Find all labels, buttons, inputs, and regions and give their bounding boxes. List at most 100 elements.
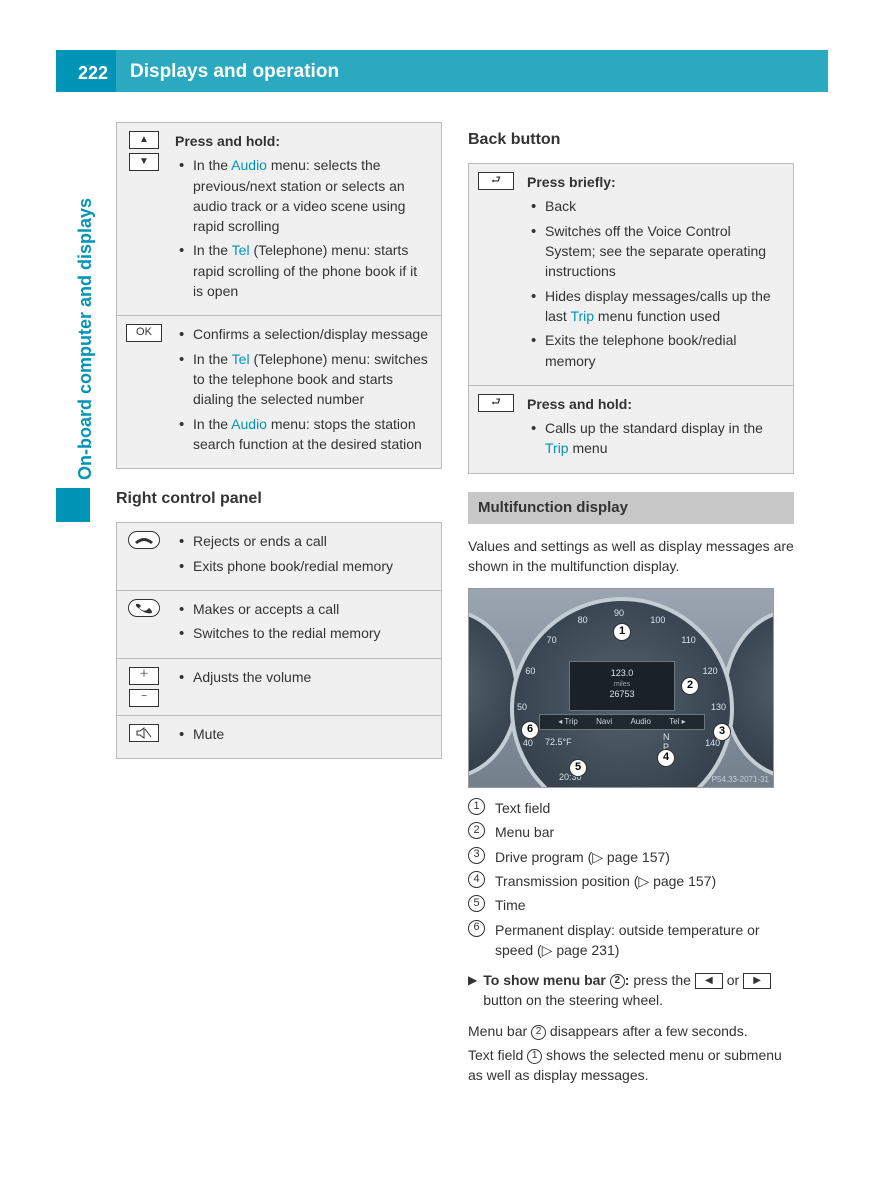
speed-tick: 80 <box>578 614 588 627</box>
instr-lead: To show menu bar <box>483 972 610 988</box>
end-call-icon <box>128 531 160 549</box>
control-row: Mute <box>117 716 441 758</box>
page-title: Displays and operation <box>116 50 828 92</box>
row-lead: Press and hold: <box>175 131 431 151</box>
callout-4: 4 <box>657 749 675 767</box>
header-bar: 222 Displays and operation <box>56 50 828 92</box>
legend-text: Permanent display: outside temperature o… <box>495 920 794 961</box>
control-icon-cell: ▲▼ <box>117 123 171 315</box>
speed-tick: 70 <box>547 634 557 647</box>
side-tab-label: On-board computer and displays <box>72 198 98 480</box>
row-lead: Press and hold: <box>527 394 783 414</box>
instr-ref-2: 2 <box>610 974 625 989</box>
legend-text: Text field <box>495 798 550 818</box>
up-arrow-icon: ▲ <box>129 131 159 149</box>
speed-tick: 100 <box>650 614 665 627</box>
legend-row: 4 Transmission position (▷ page 157) <box>468 871 794 891</box>
accept-call-icon <box>128 599 160 617</box>
back-button-icon: ⮐ <box>478 394 514 412</box>
callout-2: 2 <box>681 677 699 695</box>
speed-tick: 40 <box>523 737 533 750</box>
speed-tick: 60 <box>525 665 535 678</box>
legend-num: 5 <box>468 895 485 912</box>
legend-text: Transmission position (▷ page 157) <box>495 871 716 891</box>
volume-up-icon: ＋ <box>129 667 159 685</box>
left-arrow-button: ◀ <box>695 973 723 989</box>
callout-1: 1 <box>613 623 631 641</box>
right-control-panel-table: Rejects or ends a callExits phone book/r… <box>116 522 442 758</box>
volume-down-icon: − <box>129 689 159 707</box>
side-tab-marker <box>56 488 90 522</box>
left-upper-table: ▲▼Press and hold:In the Audio menu: sele… <box>116 122 442 469</box>
legend-text: Time <box>495 895 526 915</box>
instr-end: button on the steering wheel. <box>483 992 663 1008</box>
legend-num: 6 <box>468 920 485 937</box>
callout-5: 5 <box>569 759 587 777</box>
para-menubar-disappears: Menu bar 2 disappears after a few second… <box>468 1021 794 1041</box>
ok-button-icon: OK <box>126 324 162 342</box>
figure-odo: 123.0 <box>570 668 674 680</box>
control-body-cell: Adjusts the volume <box>171 659 441 715</box>
list-item: Back <box>531 196 783 216</box>
figure-menu-item: Tel ▸ <box>669 716 685 728</box>
back-button-heading: Back button <box>468 128 794 151</box>
down-arrow-icon: ▼ <box>129 153 159 171</box>
speed-tick: 90 <box>614 607 624 620</box>
speed-tick: 110 <box>681 634 695 647</box>
legend-text: Menu bar <box>495 822 554 842</box>
control-row: ▲▼Press and hold:In the Audio menu: sele… <box>117 123 441 316</box>
figure-odo-unit: miles <box>570 680 674 689</box>
legend-row: 3 Drive program (▷ page 157) <box>468 847 794 867</box>
list-item: Hides display messages/calls up the last… <box>531 286 783 327</box>
content-columns: ▲▼Press and hold:In the Audio menu: sele… <box>116 122 828 1086</box>
speed-tick: 120 <box>703 665 718 678</box>
instruction-show-menu: ▶ To show menu bar 2: press the ◀ or ▶ b… <box>468 970 794 1011</box>
menu-link: Audio <box>231 416 267 432</box>
legend-num: 4 <box>468 871 485 888</box>
list-item: Exits phone book/redial memory <box>179 556 431 576</box>
back-button-icon: ⮐ <box>478 172 514 190</box>
control-row: Makes or accepts a callSwitches to the r… <box>117 591 441 659</box>
list-item: Makes or accepts a call <box>179 599 431 619</box>
control-row: ＋ − Adjusts the volume <box>117 659 441 716</box>
list-item: In the Audio menu: stops the station sea… <box>179 414 431 455</box>
figure-ref: P54.33-2071-31 <box>712 774 769 786</box>
back-button-table: ⮐ Press briefly: Back Switches off the Voic… <box>468 163 794 474</box>
menu-link: Trip <box>570 308 594 324</box>
control-icon-cell: ⮐ <box>469 164 523 385</box>
control-body-cell: Rejects or ends a callExits phone book/r… <box>171 523 441 590</box>
menu-link: Tel <box>232 351 250 367</box>
para-textfield-shows: Text field 1 shows the selected menu or … <box>468 1045 794 1086</box>
control-icon-cell <box>117 591 171 658</box>
list-item: Switches off the Voice Control System; s… <box>531 221 783 282</box>
control-row: OK Confirms a selection/display message In… <box>117 316 441 468</box>
control-icon-cell <box>117 716 171 758</box>
legend-num: 1 <box>468 798 485 815</box>
multifunction-display-heading: Multifunction display <box>468 492 794 524</box>
speed-tick: 50 <box>517 701 527 714</box>
menu-link: Trip <box>545 440 569 456</box>
speed-tick: 140 <box>705 737 720 750</box>
right-arrow-button: ▶ <box>743 973 771 989</box>
right-control-panel-heading: Right control panel <box>116 487 442 510</box>
list-item: Confirms a selection/display message <box>179 324 431 344</box>
ref-1: 1 <box>527 1049 542 1064</box>
figure-menu-bar: ◂ TripNaviAudioTel ▸ <box>539 714 705 730</box>
control-icon-cell <box>117 523 171 590</box>
list-item: Adjusts the volume <box>179 667 431 687</box>
instr-or: or <box>723 972 743 988</box>
legend-num: 3 <box>468 847 485 864</box>
p3a: Text field <box>468 1047 527 1063</box>
mfd-intro-text: Values and settings as well as display m… <box>468 536 794 577</box>
row-lead: Press briefly: <box>527 172 783 192</box>
control-body-cell: Makes or accepts a callSwitches to the r… <box>171 591 441 658</box>
legend-row: 5 Time <box>468 895 794 915</box>
legend-text: Drive program (▷ page 157) <box>495 847 670 867</box>
list-item: In the Tel (Telephone) menu: starts rapi… <box>179 240 431 301</box>
list-item: In the Audio menu: selects the previous/… <box>179 155 431 236</box>
mute-icon <box>129 724 159 742</box>
legend-row: 1 Text field <box>468 798 794 818</box>
control-icon-cell: OK <box>117 316 171 468</box>
figure-total: 26753 <box>570 689 674 701</box>
legend-row: 2Menu bar <box>468 822 794 842</box>
